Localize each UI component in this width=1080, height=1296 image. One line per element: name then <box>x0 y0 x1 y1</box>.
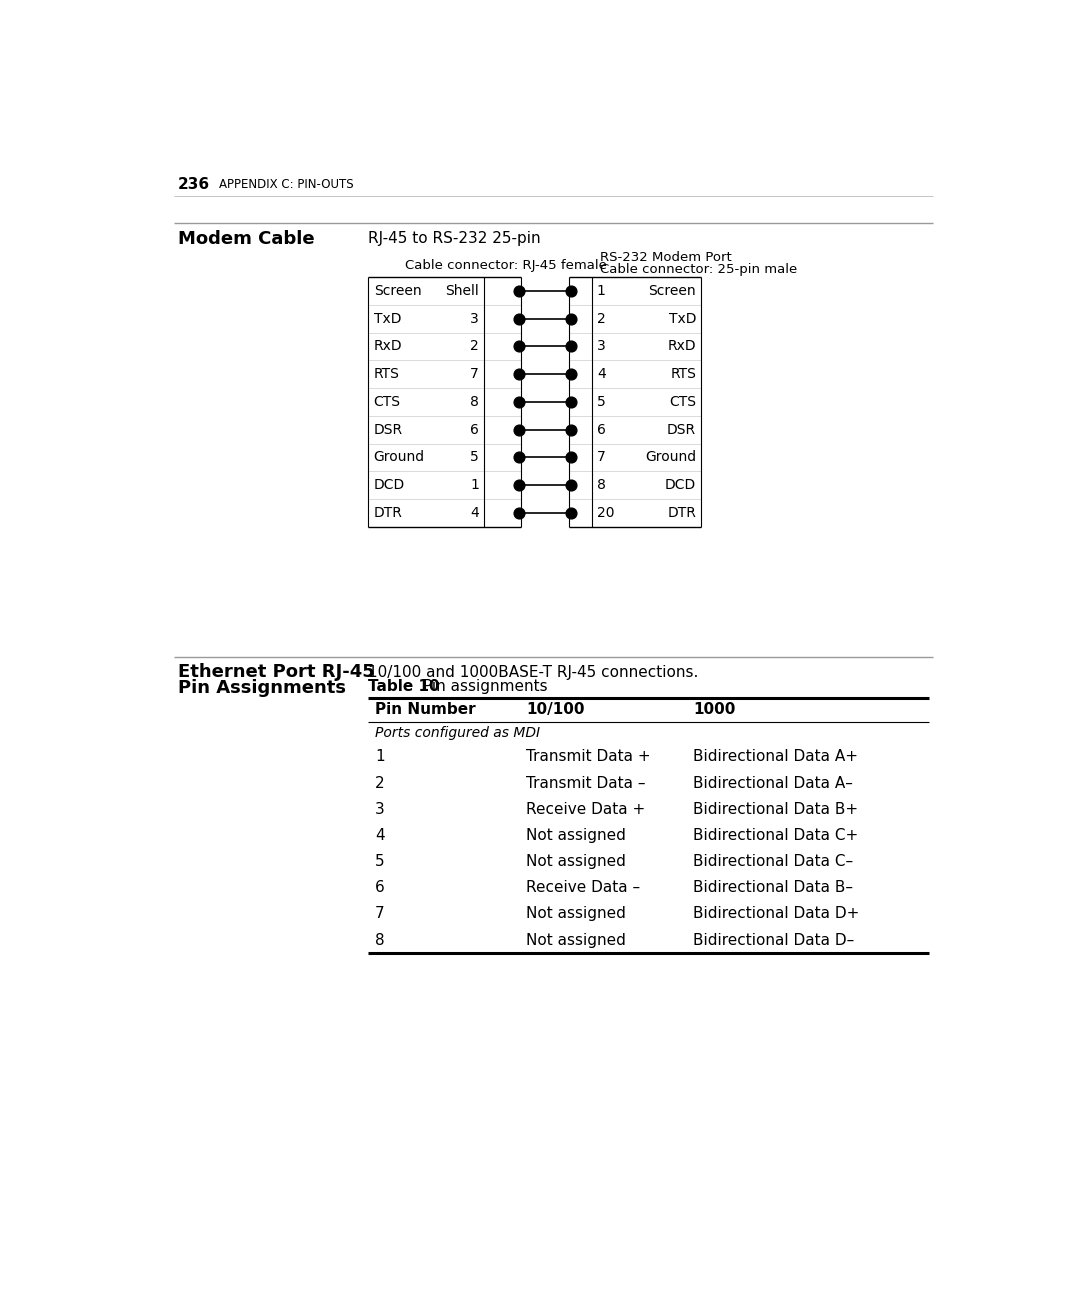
Point <box>562 364 579 385</box>
Text: RTS: RTS <box>671 367 697 381</box>
Text: RxD: RxD <box>374 340 403 354</box>
Text: 4: 4 <box>471 505 480 520</box>
Point <box>562 336 579 356</box>
Text: 10/100 and 1000BASE-T RJ-45 connections.: 10/100 and 1000BASE-T RJ-45 connections. <box>367 665 698 679</box>
Point <box>511 447 528 468</box>
Point <box>562 447 579 468</box>
Text: Screen: Screen <box>374 284 421 298</box>
Text: Bidirectional Data C+: Bidirectional Data C+ <box>693 828 859 842</box>
Text: 10/100: 10/100 <box>526 702 585 718</box>
Point <box>511 336 528 356</box>
Text: Modem Cable: Modem Cable <box>177 229 314 248</box>
Text: CTS: CTS <box>374 395 401 410</box>
Text: Pin Number: Pin Number <box>375 702 476 718</box>
Text: Not assigned: Not assigned <box>526 933 626 947</box>
Point <box>562 281 579 302</box>
Text: Transmit Data –: Transmit Data – <box>526 775 646 791</box>
Text: TxD: TxD <box>669 312 697 325</box>
Text: TxD: TxD <box>374 312 401 325</box>
Text: 1: 1 <box>375 749 384 765</box>
Text: 1: 1 <box>597 284 606 298</box>
Text: 7: 7 <box>471 367 480 381</box>
Text: Bidirectional Data D+: Bidirectional Data D+ <box>693 906 860 921</box>
Text: Bidirectional Data B–: Bidirectional Data B– <box>693 880 853 896</box>
Point <box>562 503 579 524</box>
Text: RJ-45 to RS-232 25-pin: RJ-45 to RS-232 25-pin <box>367 231 540 246</box>
Text: Cable connector: RJ-45 female: Cable connector: RJ-45 female <box>405 259 607 272</box>
Text: 1: 1 <box>470 478 480 492</box>
Text: 7: 7 <box>375 906 384 921</box>
Text: Table 10: Table 10 <box>367 679 440 693</box>
Text: Ground: Ground <box>374 451 424 464</box>
Text: CTS: CTS <box>670 395 697 410</box>
Text: 2: 2 <box>375 775 384 791</box>
Text: 1000: 1000 <box>693 702 735 718</box>
Text: 4: 4 <box>597 367 606 381</box>
Text: Screen: Screen <box>648 284 697 298</box>
Text: Ports configured as MDI: Ports configured as MDI <box>375 726 540 740</box>
Text: 5: 5 <box>375 854 384 870</box>
Point <box>511 474 528 495</box>
Text: 6: 6 <box>470 422 480 437</box>
Point <box>511 308 528 329</box>
Text: RxD: RxD <box>667 340 697 354</box>
Text: Receive Data +: Receive Data + <box>526 802 646 816</box>
Text: 8: 8 <box>375 933 384 947</box>
Text: Not assigned: Not assigned <box>526 854 626 870</box>
Text: 3: 3 <box>471 312 480 325</box>
Text: Bidirectional Data B+: Bidirectional Data B+ <box>693 802 859 816</box>
Text: Bidirectional Data D–: Bidirectional Data D– <box>693 933 854 947</box>
Text: DCD: DCD <box>374 478 405 492</box>
Text: Not assigned: Not assigned <box>526 828 626 842</box>
Point <box>562 420 579 441</box>
Text: Pin Assignments: Pin Assignments <box>177 679 346 696</box>
Text: Ground: Ground <box>645 451 697 464</box>
Text: Bidirectional Data A+: Bidirectional Data A+ <box>693 749 858 765</box>
Text: 2: 2 <box>471 340 480 354</box>
Text: 5: 5 <box>597 395 606 410</box>
Text: 3: 3 <box>375 802 384 816</box>
Text: Ethernet Port RJ-45: Ethernet Port RJ-45 <box>177 664 375 682</box>
Text: DSR: DSR <box>667 422 697 437</box>
Text: Bidirectional Data A–: Bidirectional Data A– <box>693 775 853 791</box>
Text: 7: 7 <box>597 451 606 464</box>
Text: 5: 5 <box>471 451 480 464</box>
Text: RS-232 Modem Port: RS-232 Modem Port <box>600 251 732 264</box>
Text: 3: 3 <box>597 340 606 354</box>
Text: Bidirectional Data C–: Bidirectional Data C– <box>693 854 853 870</box>
Point <box>511 281 528 302</box>
Point <box>511 391 528 412</box>
Point <box>511 420 528 441</box>
Text: 236: 236 <box>177 178 210 192</box>
Text: 4: 4 <box>375 828 384 842</box>
Text: Not assigned: Not assigned <box>526 906 626 921</box>
Point <box>511 503 528 524</box>
Text: 2: 2 <box>597 312 606 325</box>
Text: APPENDIX C: PIN-OUTS: APPENDIX C: PIN-OUTS <box>218 179 353 192</box>
Text: DTR: DTR <box>667 505 697 520</box>
Point <box>562 391 579 412</box>
Text: Cable connector: 25-pin male: Cable connector: 25-pin male <box>600 263 797 276</box>
Point <box>562 308 579 329</box>
Point <box>562 474 579 495</box>
Text: RTS: RTS <box>374 367 400 381</box>
Text: DTR: DTR <box>374 505 403 520</box>
Text: Transmit Data +: Transmit Data + <box>526 749 651 765</box>
Text: DCD: DCD <box>665 478 697 492</box>
Text: Receive Data –: Receive Data – <box>526 880 640 896</box>
Text: DSR: DSR <box>374 422 403 437</box>
Text: 6: 6 <box>375 880 384 896</box>
Text: 8: 8 <box>597 478 606 492</box>
Point <box>511 364 528 385</box>
Text: 20: 20 <box>597 505 615 520</box>
Text: 6: 6 <box>597 422 606 437</box>
Text: 8: 8 <box>470 395 480 410</box>
Text: Shell: Shell <box>445 284 480 298</box>
Text: Pin assignments: Pin assignments <box>423 679 548 693</box>
